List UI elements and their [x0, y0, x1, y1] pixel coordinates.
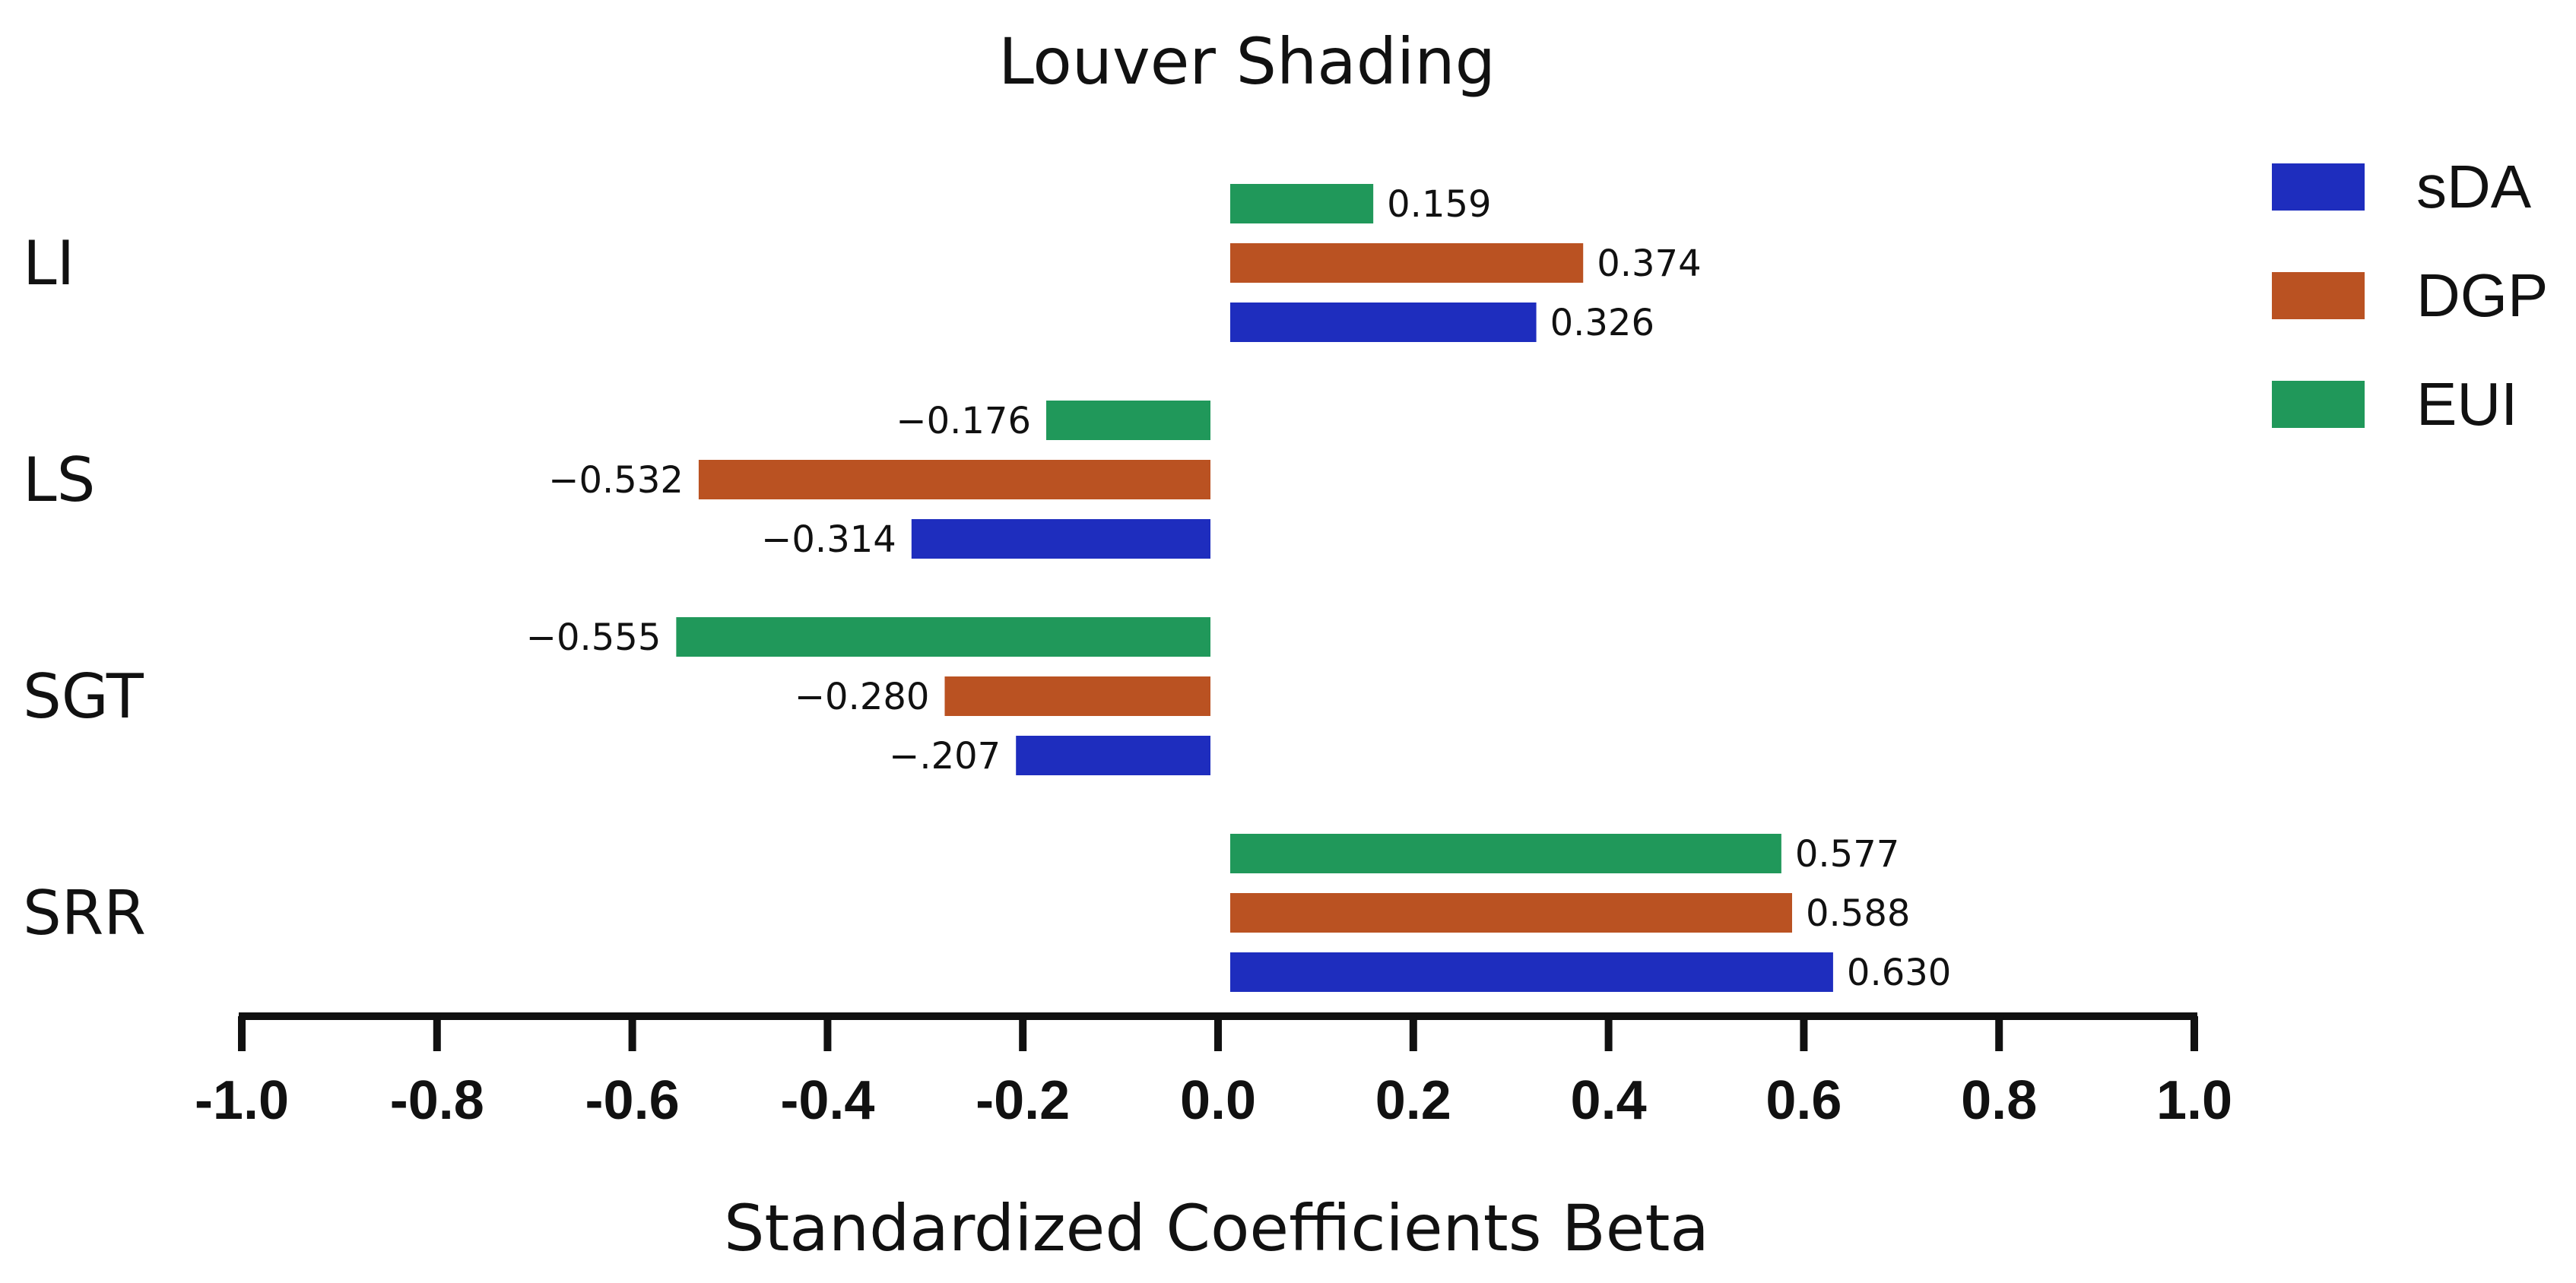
bar-sda-li: [1230, 303, 1537, 342]
bar-eui-ls: [1046, 401, 1210, 440]
data-label-eui-sgt: −0.555: [526, 616, 661, 659]
legend-label-sda: sDA: [2416, 153, 2532, 220]
bar-sda-srr: [1230, 952, 1833, 992]
data-label-eui-li: 0.159: [1387, 183, 1491, 226]
x-tick-label: 0.8: [1961, 1070, 2037, 1131]
bar-eui-srr: [1230, 834, 1781, 873]
x-tick-label: 0.2: [1375, 1070, 1451, 1131]
category-label-ls: LS: [23, 445, 95, 515]
category-label-li: LI: [23, 228, 75, 299]
bar-dgp-sgt: [944, 676, 1210, 716]
data-label-dgp-sgt: −0.280: [795, 676, 930, 718]
data-label-sda-sgt: −.207: [889, 735, 1001, 778]
bar-sda-sgt: [1016, 736, 1210, 775]
x-tick-label: 0.4: [1571, 1070, 1647, 1131]
data-label-sda-srr: 0.630: [1847, 952, 1951, 994]
x-tick-label: 0.6: [1765, 1070, 1842, 1131]
bar-eui-li: [1230, 184, 1374, 223]
category-label-sgt: SGT: [23, 661, 144, 732]
bar-dgp-ls: [698, 460, 1210, 499]
data-label-dgp-ls: −0.532: [548, 459, 684, 502]
x-tick-label: -0.2: [976, 1070, 1070, 1131]
data-label-dgp-srr: 0.588: [1806, 892, 1910, 935]
legend-label-dgp: DGP: [2416, 261, 2548, 329]
data-label-sda-ls: −0.314: [761, 518, 896, 561]
legend-swatch-sda: [2272, 163, 2365, 211]
x-axis-label: Standardized Coefficients Beta: [724, 1191, 1709, 1266]
x-tick-label: -0.6: [585, 1070, 680, 1131]
bar-dgp-li: [1230, 243, 1584, 283]
legend-swatch-eui: [2272, 381, 2365, 428]
x-tick-label: -0.4: [780, 1070, 874, 1131]
bar-dgp-srr: [1230, 893, 1792, 933]
data-label-sda-li: 0.326: [1550, 302, 1654, 344]
x-tick-label: 0.0: [1180, 1070, 1256, 1131]
data-label-eui-srr: 0.577: [1795, 833, 1899, 876]
data-label-eui-ls: −0.176: [896, 400, 1031, 442]
bar-eui-sgt: [676, 617, 1210, 657]
x-tick-label: -1.0: [195, 1070, 289, 1131]
data-label-dgp-li: 0.374: [1597, 242, 1701, 285]
legend-swatch-dgp: [2272, 272, 2365, 319]
category-label-srr: SRR: [23, 878, 146, 949]
legend-label-eui: EUI: [2416, 370, 2517, 438]
chart-title: Louver Shading: [998, 24, 1496, 99]
bar-sda-ls: [911, 519, 1210, 559]
x-tick-label: 1.0: [2156, 1070, 2232, 1131]
x-tick-label: -0.8: [390, 1070, 484, 1131]
